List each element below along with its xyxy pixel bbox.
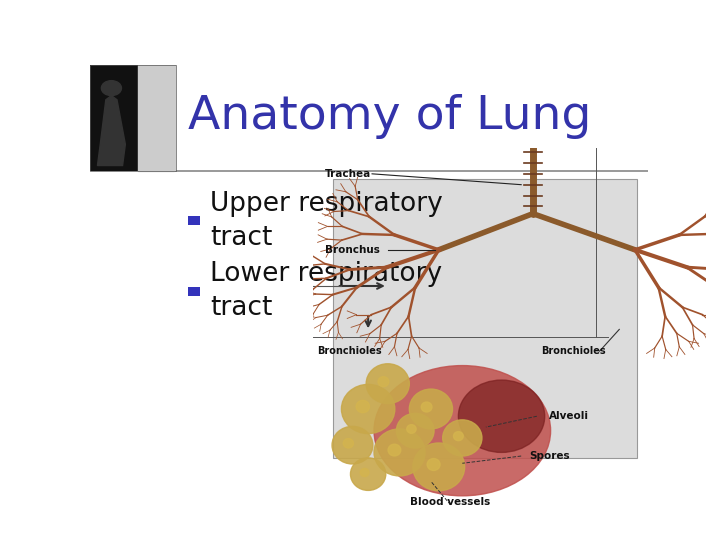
Polygon shape — [138, 65, 174, 171]
Circle shape — [397, 413, 434, 448]
FancyBboxPatch shape — [188, 287, 200, 296]
Circle shape — [413, 443, 464, 491]
Polygon shape — [97, 96, 125, 166]
FancyBboxPatch shape — [333, 179, 637, 458]
Text: Blood vessels: Blood vessels — [410, 497, 490, 507]
Text: Bronchioles: Bronchioles — [317, 346, 382, 356]
Circle shape — [427, 458, 440, 470]
Ellipse shape — [459, 380, 545, 453]
Text: Trachea: Trachea — [325, 169, 372, 179]
Circle shape — [421, 402, 432, 412]
Circle shape — [378, 377, 389, 387]
Circle shape — [356, 400, 369, 413]
Circle shape — [360, 468, 369, 477]
Circle shape — [343, 438, 354, 448]
Text: Bronchioles: Bronchioles — [541, 346, 606, 356]
Circle shape — [443, 420, 482, 456]
Circle shape — [351, 458, 386, 490]
FancyBboxPatch shape — [90, 65, 138, 171]
Text: Bronchus: Bronchus — [325, 245, 380, 255]
Circle shape — [407, 424, 416, 433]
Text: Upper respiratory
tract: Upper respiratory tract — [210, 191, 443, 251]
Circle shape — [332, 427, 373, 464]
Circle shape — [102, 80, 122, 96]
Circle shape — [454, 431, 463, 441]
Text: Lower respiratory
tract: Lower respiratory tract — [210, 261, 442, 321]
Text: Spores: Spores — [529, 451, 570, 461]
Text: Alveoli: Alveoli — [549, 411, 589, 421]
Ellipse shape — [374, 366, 551, 496]
Circle shape — [410, 389, 452, 429]
FancyBboxPatch shape — [90, 65, 176, 171]
Circle shape — [366, 364, 410, 403]
Text: Anatomy of Lung: Anatomy of Lung — [188, 94, 591, 139]
Circle shape — [341, 384, 395, 434]
Circle shape — [374, 429, 425, 476]
Circle shape — [388, 444, 401, 456]
FancyBboxPatch shape — [188, 216, 200, 225]
